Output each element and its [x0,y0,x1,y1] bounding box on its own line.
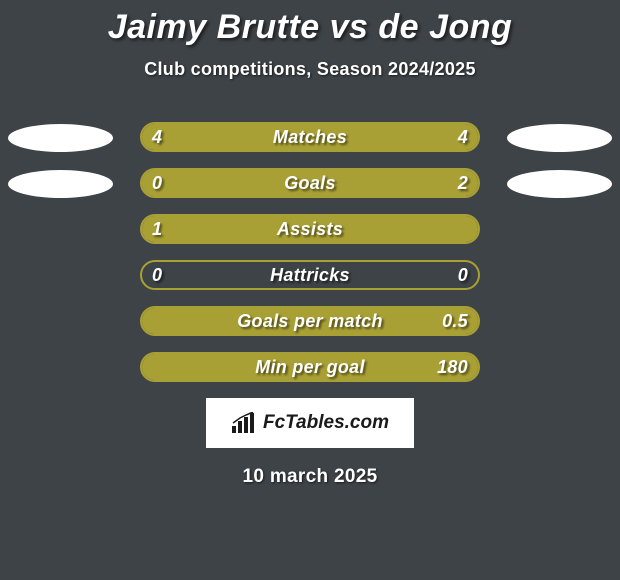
page-title: Jaimy Brutte vs de Jong [0,8,620,47]
player-left-marker [8,124,113,152]
stat-label: Goals per match [140,306,480,336]
player-left-marker [8,170,113,198]
stat-row: 0.5Goals per match [0,306,620,336]
brand-badge[interactable]: FcTables.com [206,398,414,448]
stat-row: 180Min per goal [0,352,620,382]
stat-label: Hattricks [140,260,480,290]
date-text: 10 march 2025 [0,466,620,488]
stat-label: Matches [140,122,480,152]
stat-label: Assists [140,214,480,244]
comparison-infographic: Jaimy Brutte vs de Jong Club competition… [0,0,620,580]
chart-bars-icon [231,412,257,434]
stat-row: 00Hattricks [0,260,620,290]
stat-row: 1Assists [0,214,620,244]
stat-label: Goals [140,168,480,198]
player-right-marker [507,170,612,198]
brand-text: FcTables.com [263,412,389,434]
page-subtitle: Club competitions, Season 2024/2025 [0,59,620,80]
stat-row: 02Goals [0,168,620,198]
stat-row: 44Matches [0,122,620,152]
stat-label: Min per goal [140,352,480,382]
chart-area: 44Matches 02Goals 1Assists 00Hattricks 0.5Go… [0,122,620,382]
player-right-marker [507,124,612,152]
